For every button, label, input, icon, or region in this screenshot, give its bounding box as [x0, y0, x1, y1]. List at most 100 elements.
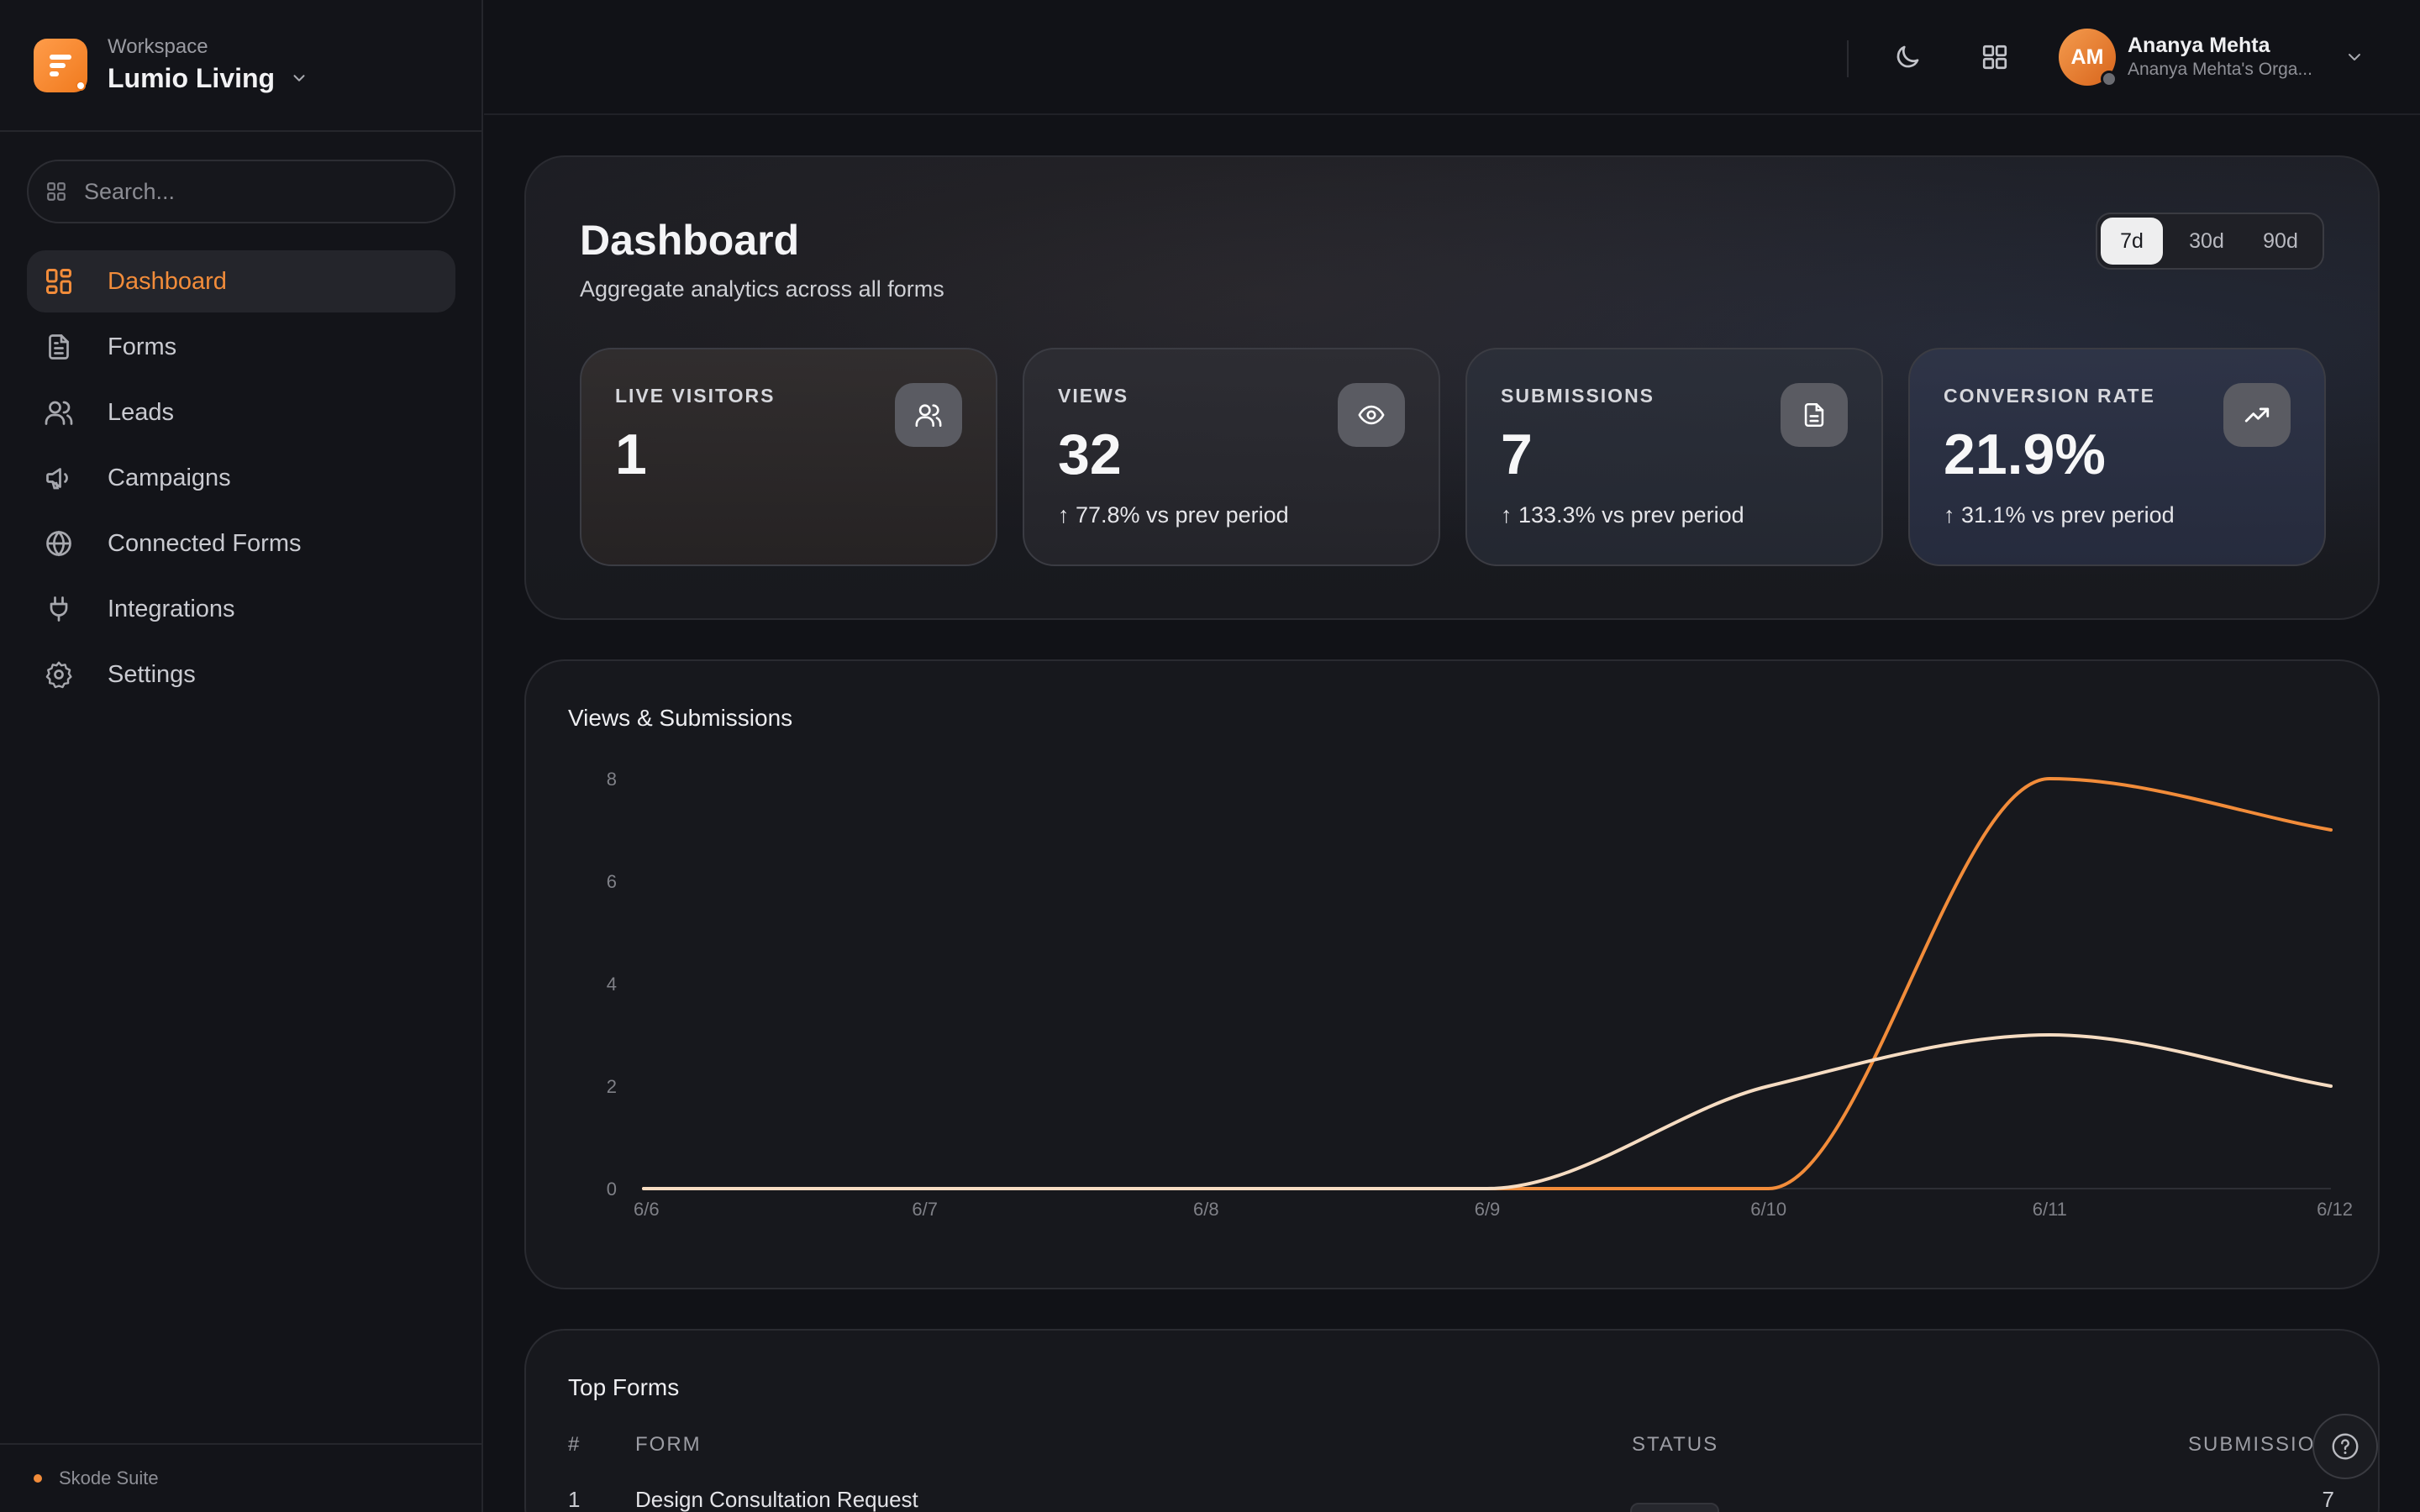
workspace-switcher[interactable]: Workspace Lumio Living [0, 0, 481, 132]
range-30d-button[interactable]: 30d [2189, 228, 2224, 253]
x-tick-label: 6/10 [1750, 1199, 1786, 1220]
sidebar-item-campaigns[interactable]: Campaigns [27, 447, 455, 509]
document-icon [49, 334, 69, 360]
series-line-1 [642, 776, 2333, 1190]
stat-card-live-visitors: LIVE VISITORS 1 [580, 348, 997, 566]
footer-label: Skode Suite [59, 1467, 159, 1488]
sidebar-item-label: Settings [108, 660, 196, 688]
stat-delta: ↑ 77.8% vs prev period [1058, 502, 1289, 528]
workspace-name: Lumio Living [108, 62, 276, 93]
sidebar-item-connected-forms[interactable]: Connected Forms [27, 512, 455, 575]
theme-toggle-button[interactable] [1887, 37, 1928, 77]
range-90d-button[interactable]: 90d [2263, 228, 2298, 253]
users-icon [915, 404, 942, 428]
avatar[interactable]: AM [2059, 29, 2118, 87]
sidebar-item-label: Campaigns [108, 464, 231, 491]
stat-label: LIVE VISITORS [615, 385, 776, 407]
table-row-submissions: 7 [2322, 1487, 2334, 1512]
user-org: Ananya Mehta's Orga... [2128, 60, 2312, 79]
table-row-form-name[interactable]: Design Consultation Request [635, 1487, 918, 1512]
range-7d-button[interactable]: 7d [2101, 218, 2163, 265]
stat-value: 7 [1501, 423, 1533, 486]
search-input[interactable] [84, 178, 420, 205]
dashboard-icon [46, 269, 71, 294]
x-tick-label: 6/11 [2033, 1199, 2067, 1220]
user-name: Ananya Mehta [2128, 34, 2270, 57]
table-row-number: 1 [568, 1487, 581, 1512]
search-box[interactable] [27, 160, 455, 223]
y-tick-label: 0 [607, 1179, 617, 1200]
stat-value: 32 [1058, 423, 1122, 486]
x-tick-label: 6/6 [634, 1199, 660, 1220]
x-tick-label: 6/8 [1193, 1199, 1219, 1220]
y-tick-label: 6 [607, 871, 617, 892]
x-tick-label: 6/12 [2317, 1199, 2353, 1220]
chevron-down-icon[interactable] [2344, 47, 2365, 67]
logo-status-dot [76, 80, 86, 91]
stat-label: SUBMISSIONS [1501, 385, 1655, 407]
range-selector: 7d 30d 90d [2096, 213, 2324, 270]
sidebar-item-settings[interactable]: Settings [27, 643, 455, 706]
megaphone-icon [46, 468, 68, 490]
workspace-logo [34, 38, 87, 92]
workspace-label: Workspace [108, 34, 208, 58]
globe-icon [46, 530, 71, 557]
views-submissions-chart: 0 2 4 6 8 6/6 6/7 6/8 6/9 6/10 6/11 6/12 [607, 769, 2353, 1220]
sidebar-nav: Dashboard Forms Leads Campaigns [27, 250, 455, 709]
help-icon [2332, 1433, 2359, 1460]
chart-card: Views & Submissions 0 2 4 6 8 6/6 6/7 6/8 6/9 6/1… [524, 659, 2380, 1289]
series-line-2 [642, 1032, 2333, 1190]
page-subtitle: Aggregate analytics across all forms [580, 276, 944, 302]
footer-status-dot [34, 1474, 42, 1483]
y-tick-label: 2 [607, 1076, 617, 1097]
stat-delta: ↑ 133.3% vs prev period [1501, 502, 1744, 528]
stat-value: 1 [615, 423, 647, 486]
sidebar-item-forms[interactable]: Forms [27, 316, 455, 378]
sidebar-item-label: Dashboard [108, 267, 227, 295]
stat-delta: ↑ 31.1% vs prev period [1944, 502, 2175, 528]
column-header-status[interactable]: STATUS [1632, 1433, 1719, 1456]
sidebar-item-label: Leads [108, 398, 175, 426]
stat-card-submissions: SUBMISSIONS 7 ↑ 133.3% vs prev period [1465, 348, 1883, 566]
top-forms-card: Top Forms # FORM STATUS SUBMISSIONS 1 De… [524, 1329, 2380, 1512]
topbar-divider [1847, 40, 1849, 77]
help-button[interactable] [2312, 1414, 2378, 1479]
chart-title: Views & Submissions [568, 705, 793, 731]
stat-label: VIEWS [1058, 385, 1129, 407]
users-icon [45, 401, 73, 425]
stat-icon-badge [1338, 383, 1405, 447]
dashboard-header-card: Dashboard Aggregate analytics across all… [524, 155, 2380, 620]
search-grid-icon [47, 182, 66, 201]
logo-icon [50, 54, 71, 76]
user-menu[interactable]: Ananya Mehta Ananya Mehta's Orga... [2128, 32, 2312, 81]
y-tick-label: 8 [607, 769, 617, 790]
stat-value: 21.9% [1944, 423, 2106, 486]
chevron-down-icon[interactable] [290, 69, 308, 87]
moon-icon [1897, 45, 1919, 68]
sidebar-item-dashboard[interactable]: Dashboard [27, 250, 455, 312]
apps-button[interactable] [1975, 37, 2015, 77]
stat-card-views: VIEWS 32 ↑ 77.8% vs prev period [1023, 348, 1440, 566]
sidebar-item-leads[interactable]: Leads [27, 381, 455, 444]
column-header-form[interactable]: FORM [635, 1433, 702, 1456]
top-bar: AM Ananya Mehta Ananya Mehta's Orga... [484, 0, 2420, 115]
stat-card-conversion-rate: CONVERSION RATE 21.9% ↑ 31.1% vs prev pe… [1908, 348, 2326, 566]
grid-icon [1982, 45, 2007, 70]
page-title: Dashboard [580, 217, 800, 264]
stat-icon-badge [2223, 383, 2291, 447]
sidebar-footer: Skode Suite [0, 1443, 481, 1512]
eye-icon [1358, 405, 1385, 425]
sidebar: Workspace Lumio Living Das [0, 0, 483, 1512]
y-tick-label: 4 [607, 974, 617, 995]
avatar-initials: AM [2070, 45, 2104, 69]
sidebar-item-label: Forms [108, 333, 177, 360]
column-header-number: # [568, 1433, 581, 1456]
avatar-status-dot [2101, 71, 2118, 87]
stats-row: LIVE VISITORS 1 VIEWS 32 ↑ 77.8% vs prev… [580, 348, 2326, 566]
plug-icon [50, 596, 68, 622]
stat-icon-badge [895, 383, 962, 447]
sidebar-item-label: Connected Forms [108, 529, 302, 557]
gear-icon [45, 661, 72, 689]
x-tick-label: 6/9 [1475, 1199, 1501, 1220]
sidebar-item-integrations[interactable]: Integrations [27, 578, 455, 640]
